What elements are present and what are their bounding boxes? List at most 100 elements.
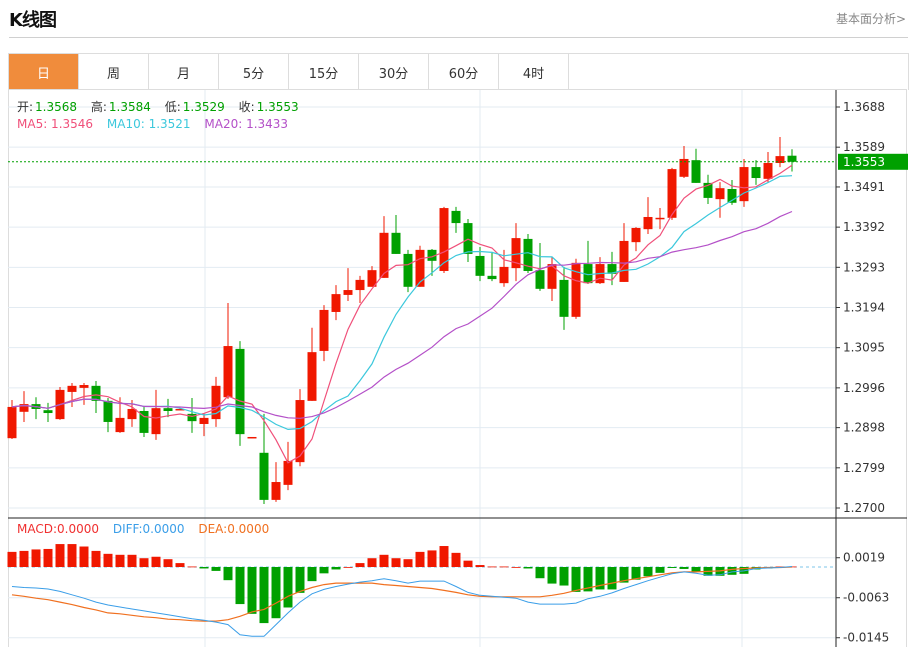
candle-body (631, 227, 641, 243)
tab-week[interactable]: 周 (79, 54, 149, 90)
tab-15min[interactable]: 15分 (289, 54, 359, 90)
macd-bar (559, 567, 569, 586)
candle-body (403, 253, 413, 287)
macd-bar (19, 550, 29, 567)
macd-bar (631, 567, 641, 580)
candle-body (151, 408, 161, 435)
candle-body (643, 216, 653, 230)
macd-bar (427, 550, 437, 567)
macd-bar (523, 567, 533, 569)
macd-bar (595, 567, 605, 590)
candle-body (259, 452, 269, 500)
macd-bar (667, 567, 677, 568)
ma20-value: MA20: 1.3433 (204, 117, 289, 131)
macd-bar (283, 567, 293, 608)
candle-body (487, 275, 497, 280)
tab-day[interactable]: 日 (9, 54, 79, 90)
candle-body (355, 279, 365, 291)
dea-line (11, 566, 793, 622)
macd-bar (247, 567, 257, 614)
candle-body (115, 417, 125, 433)
candle-body (283, 460, 293, 485)
tab-30min[interactable]: 30分 (359, 54, 429, 90)
macd-bar (223, 567, 233, 581)
candle-body (271, 482, 281, 500)
low-value: 1.3529 (182, 100, 225, 114)
macd-bar (199, 567, 209, 569)
candle-body (247, 436, 257, 439)
candle-body (655, 217, 665, 220)
candle-body (343, 290, 353, 295)
candle-body (7, 406, 17, 439)
candle-body (703, 182, 713, 198)
macd-bar (55, 544, 65, 567)
candle-body (367, 270, 377, 287)
macd-bar (235, 567, 245, 605)
macd-bar (319, 567, 329, 574)
ma-legend: MA5: 1.3546 MA10: 1.3521 MA20: 1.3433 (17, 117, 290, 131)
macd-bar (343, 567, 353, 568)
candle-body (223, 346, 233, 398)
macd-bar (67, 544, 77, 567)
candle-body (211, 385, 221, 420)
candle-body (379, 232, 389, 278)
candle-body (727, 188, 737, 203)
macd-bar (415, 551, 425, 567)
macd-bar (571, 567, 581, 592)
high-label: 高: (90, 100, 107, 114)
candle-body (415, 249, 425, 287)
tab-month[interactable]: 月 (149, 54, 219, 90)
candle-body (775, 156, 785, 164)
y-tick-label: 1.3392 (843, 220, 885, 234)
macd-bar (403, 559, 413, 567)
period-tabs: 日 周 月 5分 15分 30分 60分 4时 (8, 53, 909, 90)
macd-bar (331, 567, 341, 570)
candle-body (691, 160, 701, 183)
close-value: 1.3553 (256, 100, 299, 114)
candle-body (235, 348, 245, 435)
macd-bar (211, 567, 221, 571)
y-tick-label: 1.3491 (843, 180, 885, 194)
macd-bar (115, 554, 125, 567)
candle-body (739, 167, 749, 202)
tab-60min[interactable]: 60分 (429, 54, 499, 90)
macd-bar (295, 567, 305, 593)
candle-body (43, 410, 53, 414)
page-title: K线图 (9, 10, 57, 31)
diff-line (11, 566, 793, 637)
macd-bar (691, 567, 701, 572)
macd-bar (547, 567, 557, 584)
candle-body (19, 404, 29, 412)
candle-body (511, 238, 521, 269)
macd-bar (151, 556, 161, 567)
y-tick-label: 1.2996 (843, 381, 885, 395)
candle-body (319, 309, 329, 351)
y-tick-label: 1.3293 (843, 260, 885, 274)
ma5-line (11, 164, 793, 464)
macd-bar (451, 552, 461, 567)
candle-body (499, 266, 509, 284)
chart-frame (8, 89, 907, 647)
candle-body (667, 169, 677, 218)
candle-body (295, 400, 305, 463)
candle-body (547, 264, 557, 289)
macd-bar (439, 546, 449, 567)
macd-bar (259, 567, 269, 624)
candle-body (619, 240, 629, 282)
candle-body (103, 400, 113, 422)
candle-body (91, 385, 101, 401)
macd-bar (679, 567, 689, 569)
y-tick-label: 1.2700 (843, 501, 885, 515)
candle-body (187, 413, 197, 422)
macd-bar (79, 546, 89, 567)
tab-5min[interactable]: 5分 (219, 54, 289, 90)
y-tick-label: 1.3194 (843, 301, 885, 315)
macd-bar (607, 567, 617, 590)
candle-body (715, 188, 725, 200)
tab-4hour[interactable]: 4时 (499, 54, 569, 90)
y-tick-label: 1.2799 (843, 461, 885, 475)
candle-body (535, 270, 545, 289)
fundamental-analysis-link[interactable]: 基本面分析> (835, 12, 906, 26)
macd-bar (379, 554, 389, 567)
